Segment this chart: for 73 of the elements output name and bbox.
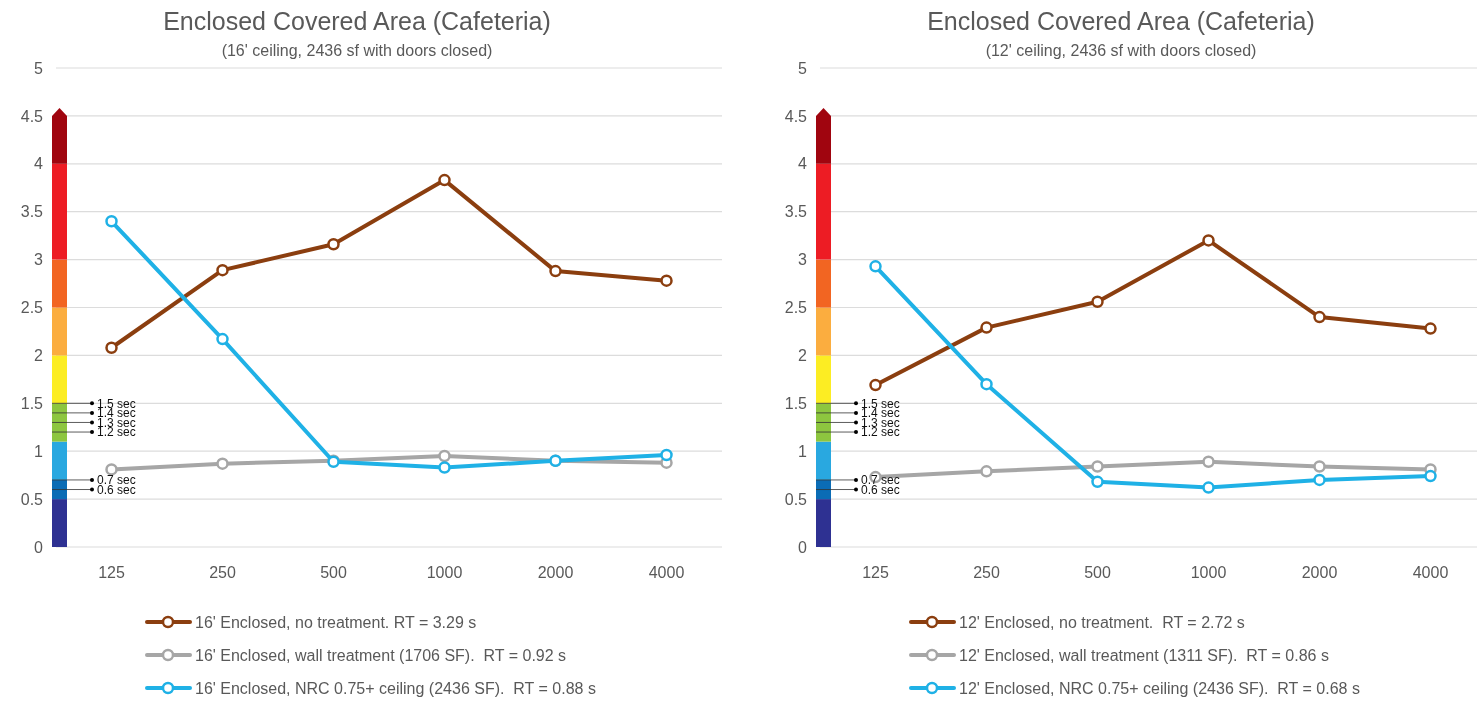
point — [1091, 295, 1104, 308]
y-tick-label: 4.5 — [784, 107, 808, 125]
point — [438, 173, 451, 187]
point — [869, 260, 882, 273]
y-tick-label: 4 — [34, 155, 44, 173]
point — [1202, 481, 1215, 494]
x-tick-label: 125 — [98, 563, 125, 581]
legend-label: 12' Enclosed, wall treatment (1311 SF). RT = 0.86 s — [959, 646, 1329, 664]
x-tick-label: 4000 — [648, 563, 685, 581]
x-tick-label: 1000 — [1190, 563, 1227, 581]
y-tick-label: 1 — [34, 442, 44, 460]
x-tick-label: 1000 — [426, 563, 463, 581]
point — [1313, 473, 1326, 487]
point — [1313, 460, 1326, 473]
point — [980, 465, 993, 478]
point — [216, 263, 229, 277]
legend-label: 16' Enclosed, NRC 0.75+ ceiling (2436 SF). RT = 0.88 s — [195, 679, 596, 697]
point — [1091, 460, 1104, 473]
x-tick-label: 500 — [1084, 563, 1111, 581]
y-tick-label: 1.5 — [784, 394, 808, 412]
y-tick-label: 0.5 — [20, 490, 44, 508]
legend-label: 16' Enclosed, no treatment. RT = 3.29 s — [195, 613, 477, 631]
point — [1424, 469, 1437, 483]
point — [980, 377, 993, 391]
point — [980, 321, 993, 334]
y-tick-label: 3.5 — [20, 203, 44, 221]
chart-title: Enclosed Covered Area (Cafeteria) — [163, 7, 551, 35]
y-tick-label: 5 — [34, 59, 44, 77]
point — [549, 264, 562, 278]
chart-subtitle: (12' ceiling, 2436 sf with doors closed) — [985, 42, 1257, 59]
chart-title: Enclosed Covered Area (Cafeteria) — [927, 7, 1315, 35]
point — [1091, 475, 1104, 489]
y-tick-label: 4 — [798, 155, 808, 173]
point — [216, 332, 229, 346]
y-tick-label: 2.5 — [20, 299, 44, 317]
legend-label: 16' Enclosed, wall treatment (1706 SF). RT = 0.92 s — [195, 646, 567, 664]
y-tick-label: 1.5 — [20, 394, 44, 412]
x-tick-label: 250 — [209, 563, 236, 581]
point — [216, 457, 229, 470]
y-tick-label: 1 — [798, 442, 808, 460]
point — [1424, 322, 1437, 335]
point — [105, 215, 118, 228]
x-tick-label: 500 — [320, 563, 347, 581]
point — [438, 449, 451, 463]
y-tick-label: 3.5 — [784, 203, 808, 221]
x-tick-label: 2000 — [1301, 563, 1338, 581]
legend-label: 12' Enclosed, NRC 0.75+ ceiling (2436 SF). RT = 0.68 s — [959, 679, 1360, 697]
point — [105, 463, 118, 476]
y-tick-label: 0.5 — [784, 490, 808, 508]
legend-label: 12' Enclosed, no treatment. RT = 2.72 s — [959, 613, 1245, 631]
point — [1202, 455, 1215, 468]
y-tick-label: 4.5 — [20, 107, 44, 125]
point — [660, 448, 673, 462]
chart-subtitle: (16' ceiling, 2436 sf with doors closed) — [221, 42, 493, 59]
y-tick-label: 2 — [798, 347, 808, 364]
point — [1202, 234, 1215, 247]
point — [105, 341, 118, 354]
point — [327, 238, 340, 251]
point — [660, 274, 673, 287]
point — [1313, 310, 1326, 324]
y-tick-label: 0 — [34, 538, 44, 556]
y-tick-label: 2.5 — [784, 299, 808, 317]
y-tick-label: 2 — [34, 347, 44, 364]
y-tick-label: 5 — [798, 59, 808, 77]
x-tick-label: 2000 — [537, 563, 574, 581]
y-tick-label: 3 — [798, 251, 808, 269]
point — [869, 378, 882, 392]
x-tick-label: 4000 — [1412, 563, 1449, 581]
y-tick-label: 3 — [34, 251, 44, 269]
y-tick-label: 0 — [798, 538, 808, 556]
x-tick-label: 250 — [973, 563, 1000, 581]
x-tick-label: 125 — [862, 563, 889, 581]
point — [438, 461, 451, 474]
